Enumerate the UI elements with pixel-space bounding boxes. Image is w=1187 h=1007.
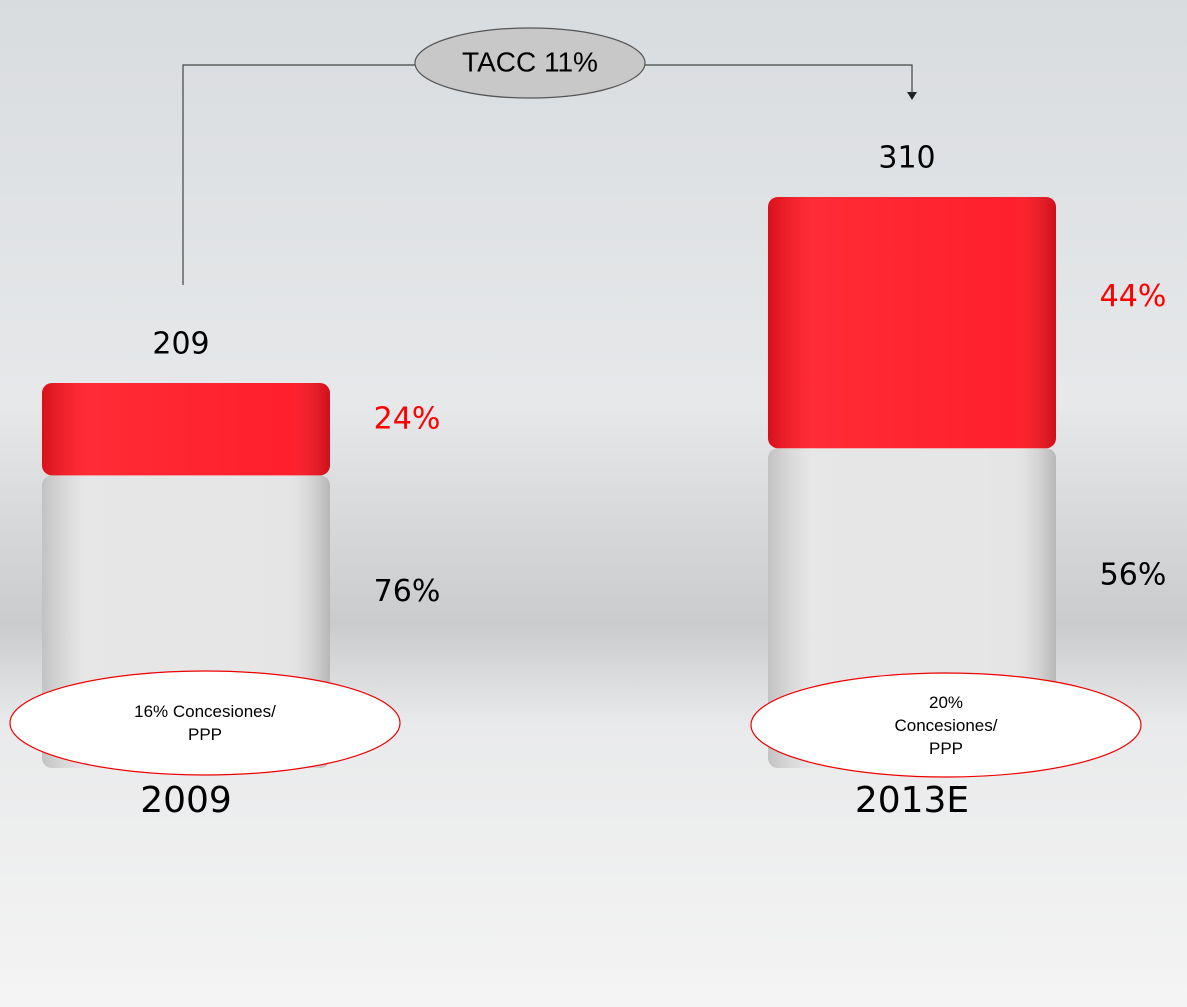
- bar-shade: [42, 383, 330, 476]
- value-label: 44%: [1100, 279, 1167, 314]
- total-label: 310: [878, 141, 935, 176]
- note-ellipse: [750, 672, 1142, 778]
- note-text: 16% Concesiones/ PPP: [134, 702, 276, 744]
- category-label: 2013E: [855, 780, 969, 821]
- growth-label: TACC 11%: [462, 46, 598, 77]
- note-text: 20% Concesiones/ PPP: [894, 692, 998, 758]
- arrow-head: [907, 92, 917, 100]
- total-label: 209: [152, 327, 209, 362]
- connector: [182, 64, 420, 285]
- bar-shade: [768, 197, 1056, 449]
- value-label: 56%: [1100, 558, 1167, 593]
- connector: [640, 64, 913, 92]
- value-label: 76%: [374, 574, 441, 609]
- value-label: 24%: [374, 401, 441, 436]
- note-ellipse: [9, 670, 401, 776]
- category-label: 2009: [140, 780, 232, 821]
- growth-ellipse: [414, 27, 646, 99]
